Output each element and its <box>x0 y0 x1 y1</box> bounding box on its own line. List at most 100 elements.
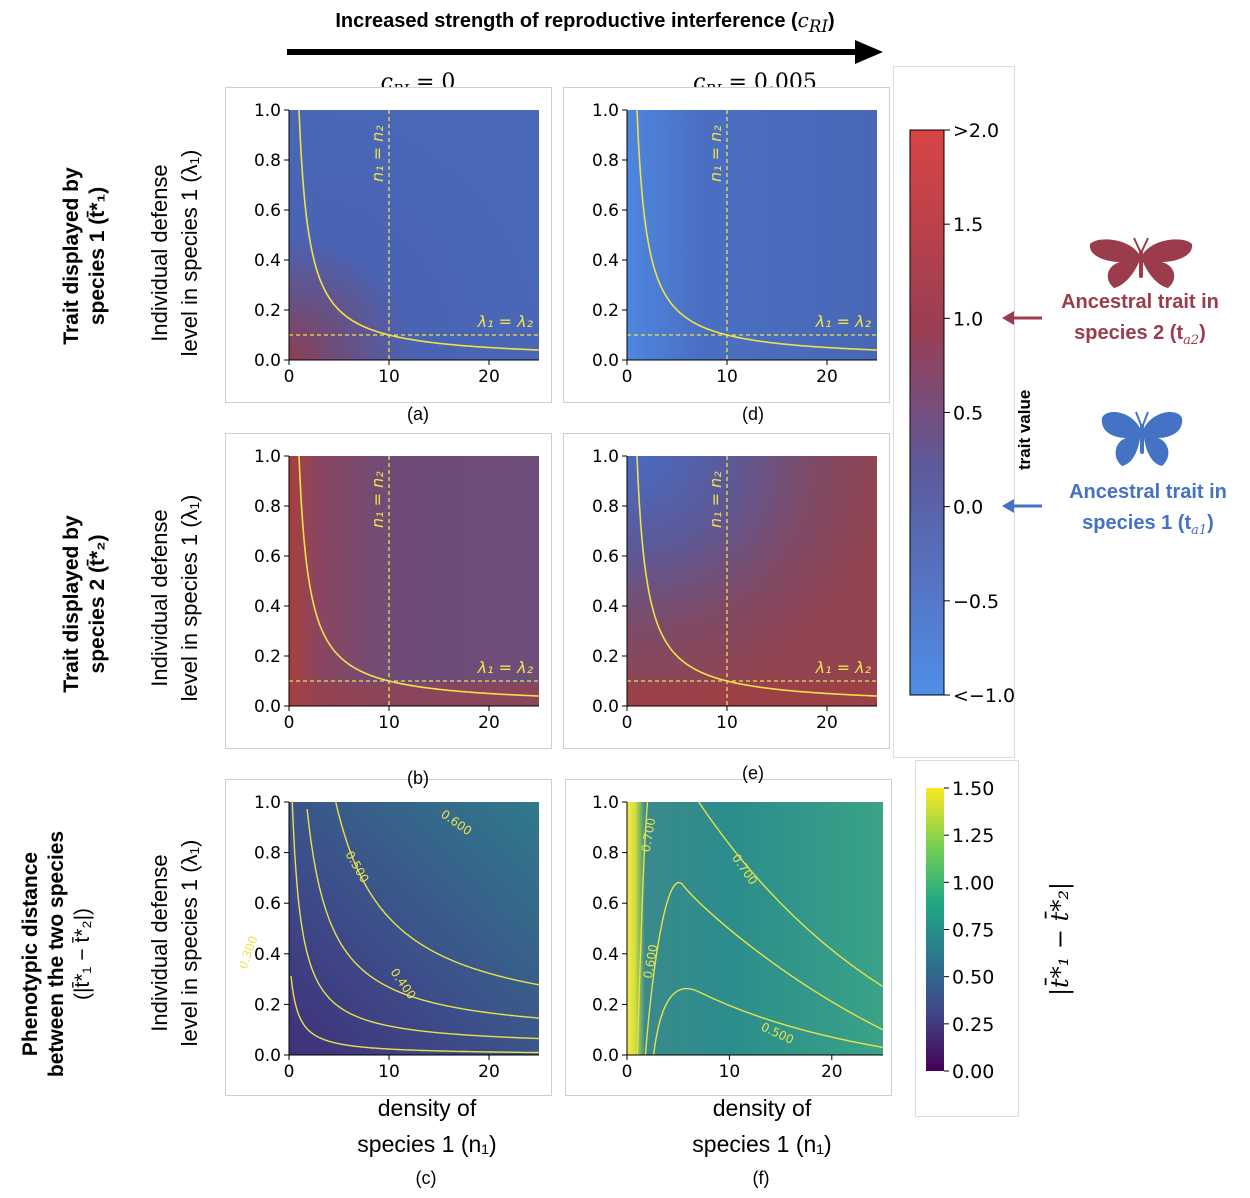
figure-title-close: ) <box>828 10 835 32</box>
label-lambda-equal: λ₁ = λ₂ <box>815 312 872 331</box>
y-tick-label: 0.0 <box>592 1046 619 1066</box>
heatmap-d <box>627 110 877 360</box>
panel-e: n₁ = n₂ λ₁ = λ₂ 0.0 0.2 0.4 0.6 0.8 1.0 0 10 20 <box>592 447 877 733</box>
trait-tick-label: 1.5 <box>953 214 983 236</box>
figure-title-symbol: c <box>797 8 809 32</box>
legend-species1-line-1: Ancestral trait in <box>1069 481 1227 503</box>
ylabel-2-line-1: Individual defense <box>147 509 172 687</box>
contour-line <box>306 809 540 1019</box>
trait-colorbar-ticks: >2.0 1.5 1.0 0.5 0.0 −0.5 <−1.0 <box>944 120 1015 707</box>
y-tick-label: 0.2 <box>592 995 619 1015</box>
legend-species2-sub: a2 <box>1183 333 1200 348</box>
panel-label-a: (a) <box>407 404 429 424</box>
x-tick-label: 10 <box>378 713 400 733</box>
y-tick-label: 0.0 <box>592 351 619 371</box>
trait-tick-label: −0.5 <box>953 591 999 613</box>
x-tick-label: 0 <box>622 713 633 733</box>
strength-arrow <box>287 40 883 64</box>
row-3-line-2: between the two species <box>45 830 68 1078</box>
xlabel-left-line-2: species 1 (n₁) <box>357 1131 497 1157</box>
trait-colorbar: >2.0 1.5 1.0 0.5 0.0 −0.5 <−1.0 <box>909 120 1015 707</box>
y-tick-label: 0.0 <box>592 697 619 717</box>
butterfly-species1-icon <box>1101 411 1183 466</box>
figure-title-text: Increased strength of reproductive inter… <box>335 10 798 32</box>
panel-label-f: (f) <box>752 1168 770 1188</box>
ylabel-1-line-2: level in species 1 (λ₁) <box>177 149 202 357</box>
row-title-2: Trait displayed by species 2 (t̄*₂) <box>59 474 111 734</box>
xlabel-right: density of species 1 (n₁) <box>632 1090 892 1162</box>
trait-tick-label: 1.0 <box>953 308 983 330</box>
y-tick-label: 0.2 <box>254 647 281 667</box>
hyperbola-line <box>298 455 539 697</box>
distance-colorbar-ticks: 1.50 1.25 1.00 0.75 0.50 0.25 0.00 <box>944 780 994 1080</box>
ylabel-row-2: Individual defense level in species 1 (λ… <box>145 463 205 733</box>
ylabel-3-line-1: Individual defense <box>147 854 172 1032</box>
heatmap-a <box>289 110 539 360</box>
y-tick-label: 0.6 <box>592 201 619 221</box>
row-2-line-2: species 2 (t̄*₂) <box>86 534 109 674</box>
heatmap-e <box>627 456 877 706</box>
xlabel-right-line-1: density of <box>712 1095 812 1121</box>
contour-line <box>698 801 884 988</box>
distance-tick-label: 0.50 <box>952 967 994 989</box>
x-tick-label: 20 <box>478 367 500 387</box>
row-title-1: Trait displayed by species 1 (t̄*₁) <box>59 126 111 386</box>
hyperbola-line <box>636 109 877 351</box>
x-tick-label: 20 <box>478 713 500 733</box>
hyperbola-line <box>298 109 539 351</box>
label-lambda-equal: λ₁ = λ₂ <box>815 658 872 677</box>
panel-label-d: (d) <box>742 404 764 424</box>
x-tick-label: 10 <box>716 713 738 733</box>
y-tick-label: 0.2 <box>254 301 281 321</box>
y-tick-label: 0.4 <box>254 251 281 271</box>
row-1-line-2: species 1 (t̄*₁) <box>86 186 109 326</box>
trait-colorbar-label: trait value <box>1015 389 1034 470</box>
arrow-species2-icon <box>1002 311 1042 325</box>
y-tick-label: 1.0 <box>254 447 281 467</box>
ylabel-3-line-2: level in species 1 (λ₁) <box>177 839 202 1047</box>
axes-d: n₁ = n₂ λ₁ = λ₂ 0.0 0.2 0.4 0.6 0.8 1.0 0 10 20 <box>592 101 877 387</box>
y-tick-label: 0.0 <box>254 351 281 371</box>
y-tick-label: 1.0 <box>592 101 619 121</box>
label-lambda-equal: λ₁ = λ₂ <box>477 312 534 331</box>
x-tick-label: 10 <box>378 1062 400 1082</box>
contour-line <box>652 987 884 1056</box>
y-tick-label: 0.6 <box>254 547 281 567</box>
y-tick-label: 0.4 <box>592 597 619 617</box>
y-tick-label: 0.8 <box>592 497 619 517</box>
panel-a: n₁ = n₂ λ₁ = λ₂ 0.0 0.2 0.4 0.6 0.8 1.0 0 10 20 <box>254 101 539 387</box>
x-tick-label: 10 <box>719 1062 741 1082</box>
y-tick-label: 0.4 <box>254 597 281 617</box>
distance-colorbar: 1.50 1.25 1.00 0.75 0.50 0.25 0.00 <box>926 780 994 1080</box>
figure-title-subscript: RI <box>808 17 828 36</box>
panel-label-b: (b) <box>407 768 429 788</box>
hyperbola-line <box>636 455 877 697</box>
butterfly-species2-icon <box>1089 237 1193 288</box>
legend-species1: Ancestral trait in species 1 (ta1) <box>1048 477 1248 546</box>
ylabel-2-line-2: level in species 1 (λ₁) <box>177 494 202 702</box>
y-tick-label: 0.6 <box>254 201 281 221</box>
contour-line <box>334 801 540 986</box>
axes-e: n₁ = n₂ λ₁ = λ₂ 0.0 0.2 0.4 0.6 0.8 1.0 0 10 20 <box>592 447 877 733</box>
panel-label-c: (c) <box>415 1168 437 1188</box>
xlabel-right-line-2: species 1 (n₁) <box>692 1131 832 1157</box>
distance-tick-label: 1.00 <box>952 872 994 894</box>
x-tick-label: 20 <box>816 713 838 733</box>
y-tick-label: 1.0 <box>254 101 281 121</box>
panel-d: n₁ = n₂ λ₁ = λ₂ 0.0 0.2 0.4 0.6 0.8 1.0 0 10 20 <box>592 101 877 387</box>
trait-tick-label: >2.0 <box>953 120 999 142</box>
trait-colorbar-frame <box>893 66 1015 758</box>
label-n-equal: n₁ = n₂ <box>368 471 387 528</box>
y-tick-label: 0.8 <box>254 497 281 517</box>
y-tick-label: 0.4 <box>592 945 619 965</box>
contour-label: 0.700 <box>639 817 659 853</box>
ylabel-1-line-1: Individual defense <box>147 164 172 342</box>
arrow-species1-icon <box>1002 499 1042 513</box>
x-tick-label: 20 <box>821 1062 843 1082</box>
x-tick-label: 0 <box>284 367 295 387</box>
y-tick-label: 0.6 <box>592 894 619 914</box>
x-tick-label: 20 <box>478 1062 500 1082</box>
label-lambda-equal: λ₁ = λ₂ <box>477 658 534 677</box>
axes-a: n₁ = n₂ λ₁ = λ₂ 0.0 0.2 0.4 0.6 0.8 1.0 0 10 20 <box>254 101 539 387</box>
label-n-equal: n₁ = n₂ <box>706 471 725 528</box>
